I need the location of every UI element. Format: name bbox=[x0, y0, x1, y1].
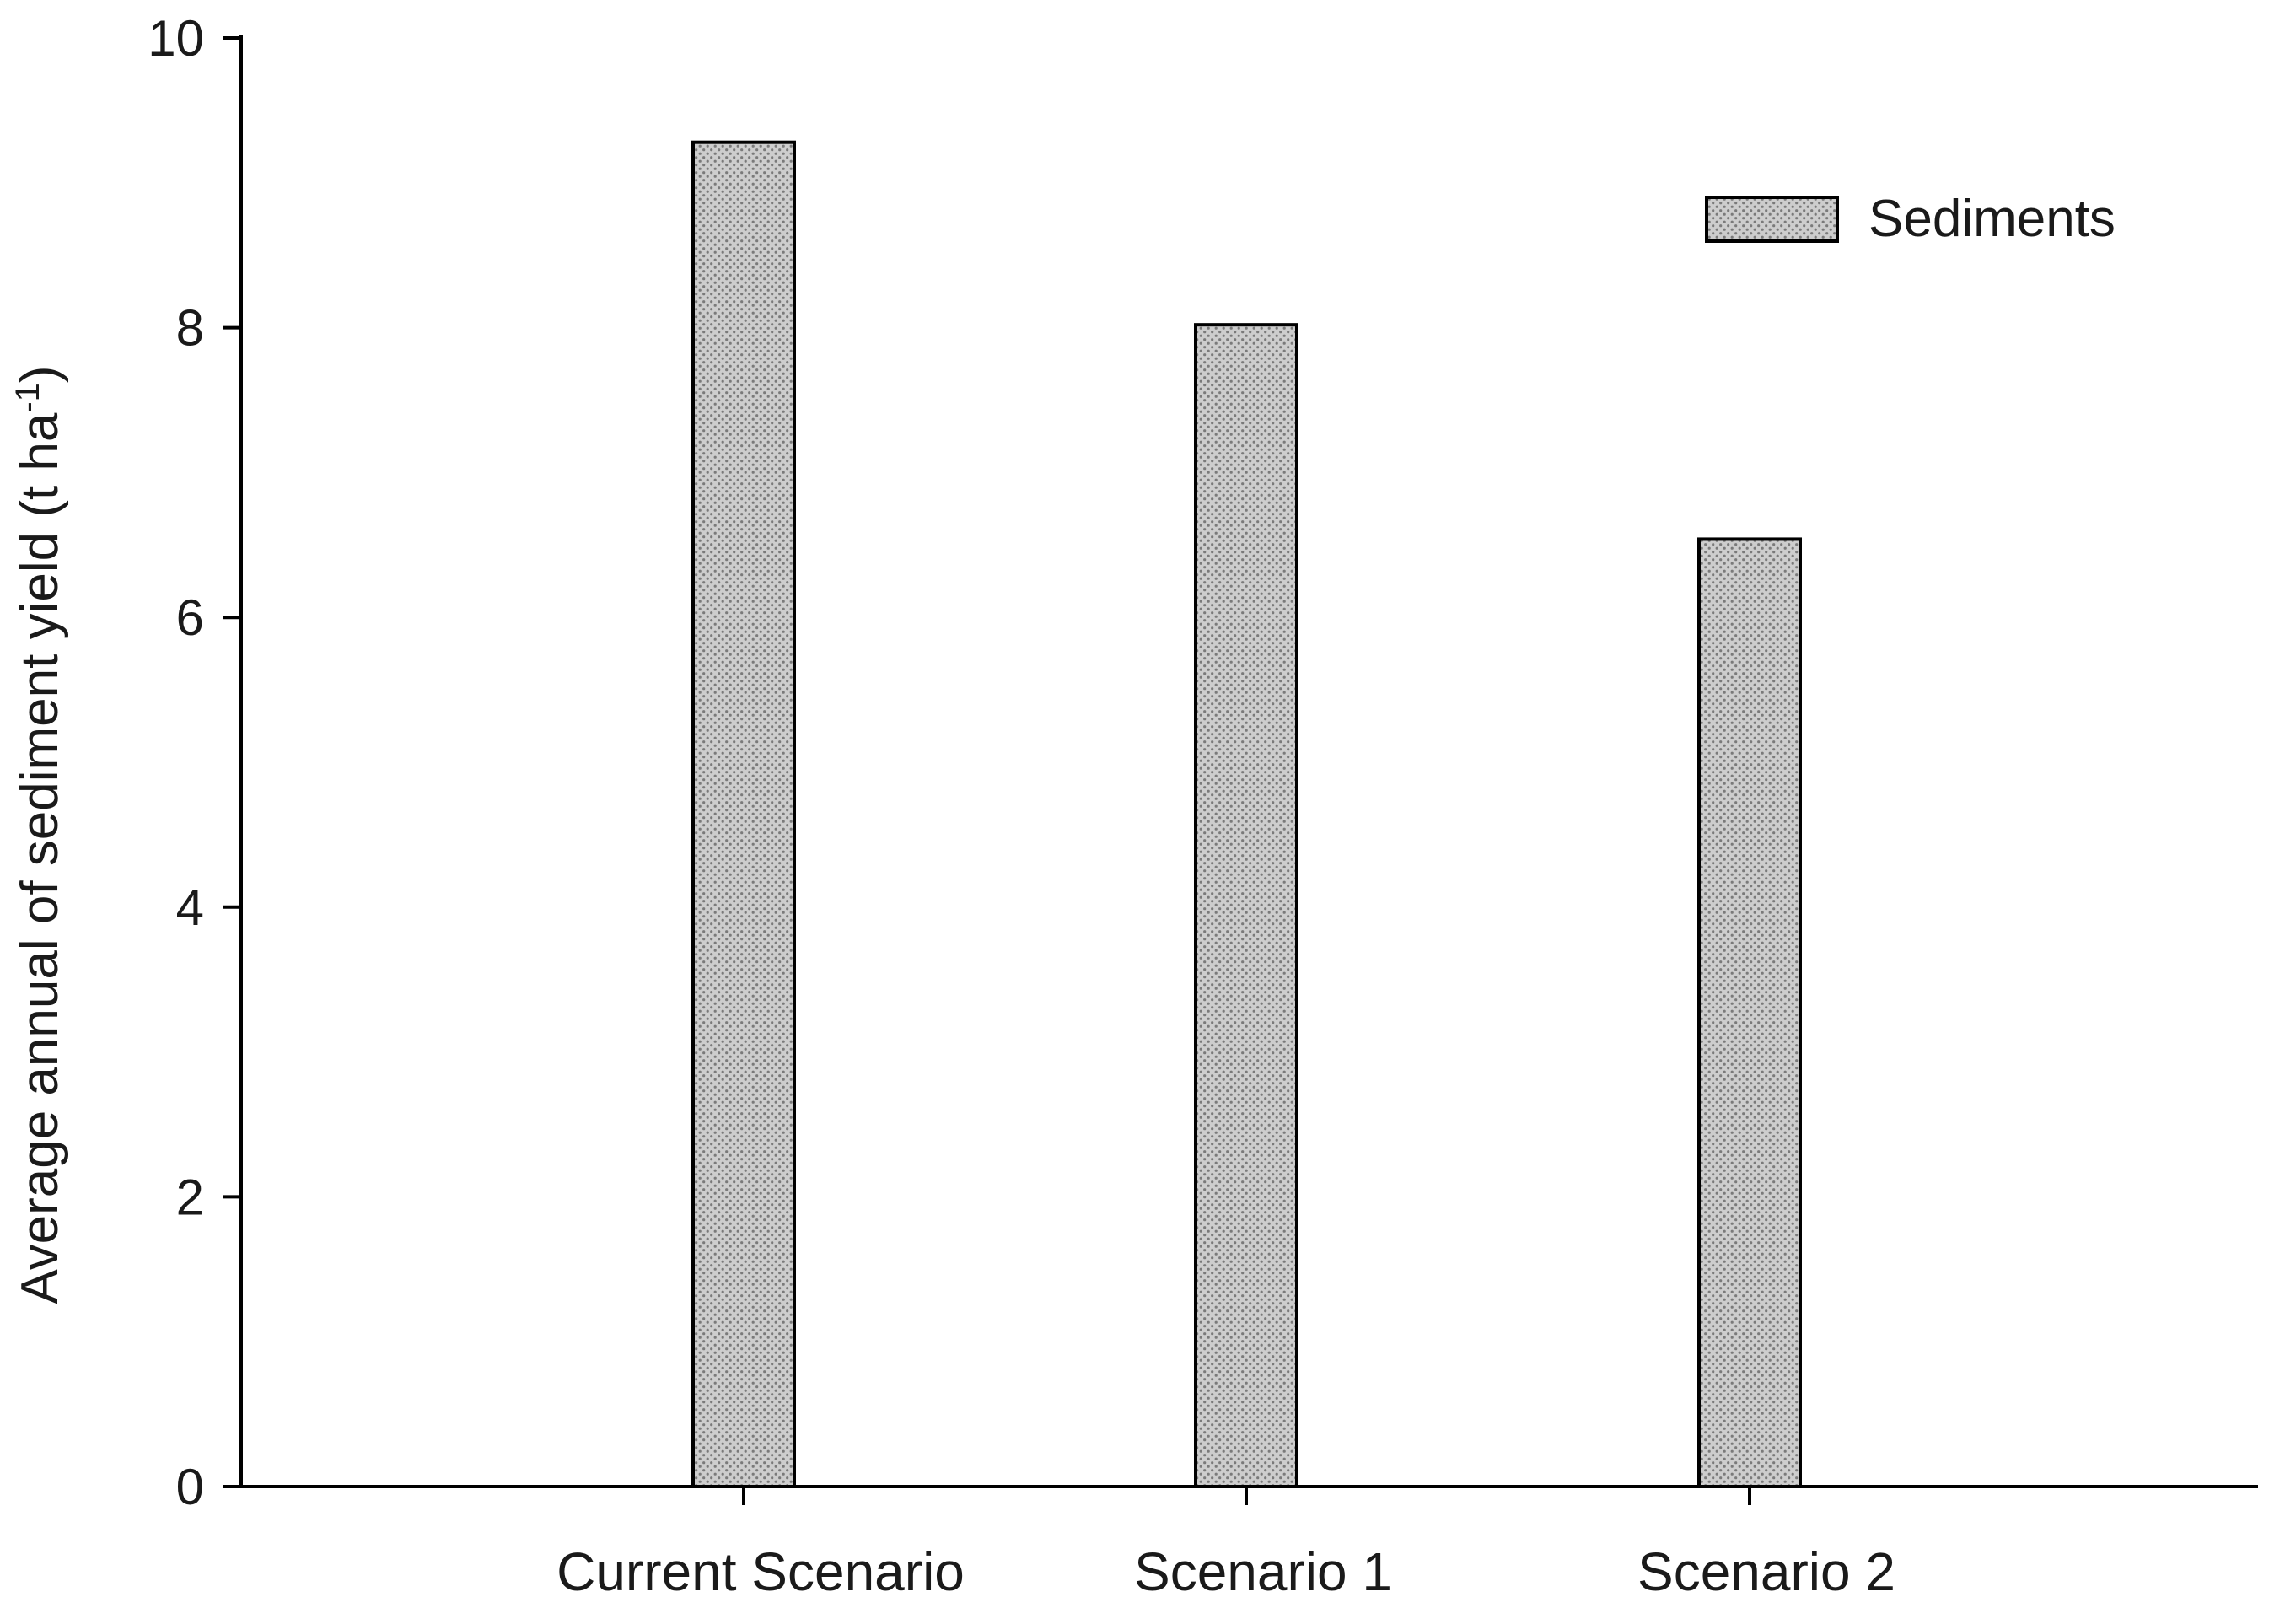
bar bbox=[691, 140, 796, 1488]
legend-swatch bbox=[1705, 196, 1839, 243]
y-axis-title-close: ) bbox=[11, 365, 69, 383]
y-tick-label: 4 bbox=[176, 879, 204, 936]
bar bbox=[1697, 537, 1802, 1488]
y-tick-label: 8 bbox=[176, 300, 204, 357]
y-axis-ticks: 0 2 4 6 8 10 bbox=[148, 10, 241, 1515]
y-tick-label: 0 bbox=[176, 1459, 204, 1515]
x-axis-ticks: Current Scenario Scenario 1 Scenario 2 bbox=[556, 1487, 1895, 1602]
y-axis-title: Average annual of sediment yield (t ha-1… bbox=[9, 365, 69, 1304]
legend-label: Sediments bbox=[1868, 190, 2116, 248]
y-axis-title-superscript: -1 bbox=[9, 383, 46, 413]
bars bbox=[691, 140, 1802, 1489]
legend: Sediments bbox=[1705, 190, 2116, 248]
y-tick-label: 10 bbox=[148, 10, 204, 67]
y-tick-label: 6 bbox=[176, 589, 204, 646]
y-tick-label: 2 bbox=[176, 1169, 204, 1225]
x-category-label: Current Scenario bbox=[556, 1541, 965, 1602]
x-category-label: Scenario 1 bbox=[1134, 1541, 1392, 1602]
y-axis-title-main: Average annual of sediment yield (t ha bbox=[11, 412, 69, 1304]
bar bbox=[1194, 323, 1298, 1489]
x-category-label: Scenario 2 bbox=[1637, 1541, 1895, 1602]
